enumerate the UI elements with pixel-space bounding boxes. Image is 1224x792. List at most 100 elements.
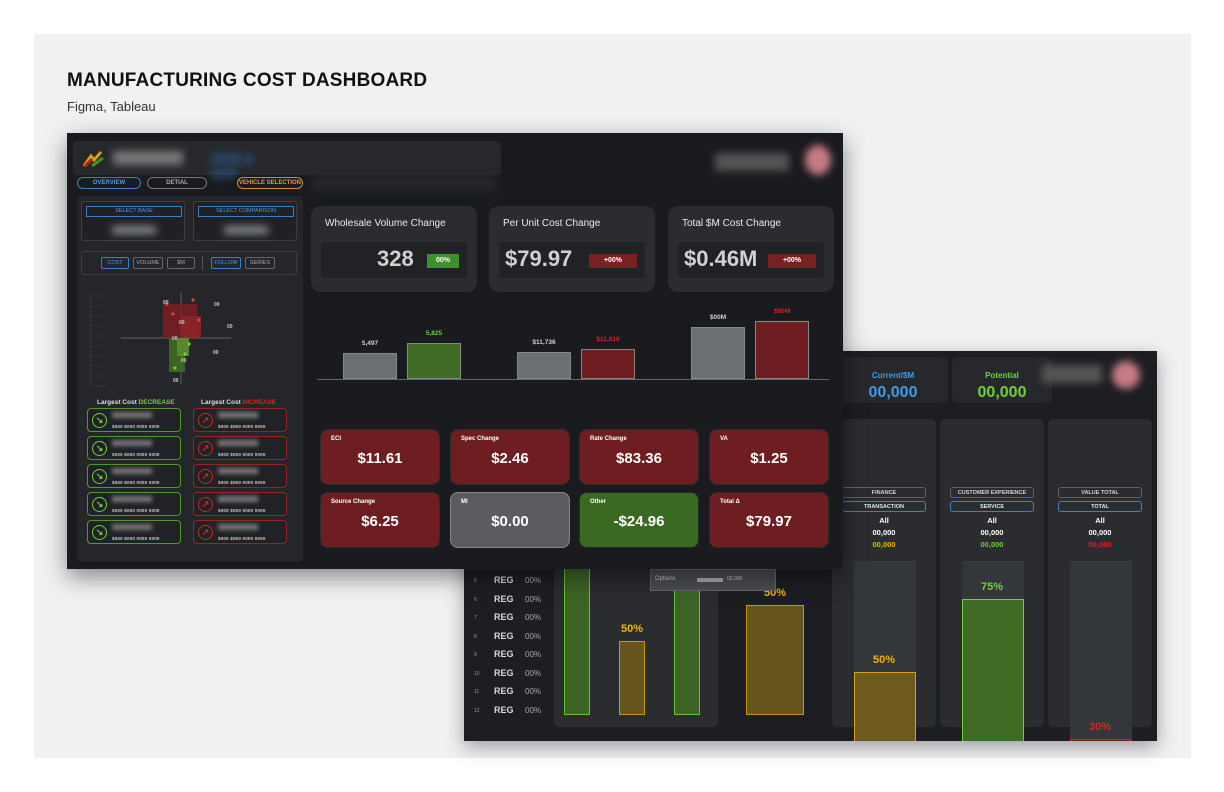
region-row-number: 9: [474, 652, 477, 658]
vehicle-selection-field[interactable]: [311, 177, 497, 189]
cost-tile[interactable]: VA $1.25: [709, 429, 829, 485]
cost-tile-title: Source Change: [331, 499, 376, 505]
increase-item-name: [218, 440, 258, 446]
category-pill[interactable]: CUSTOMER EXPERIENCE: [950, 487, 1034, 498]
region-row[interactable]: 6 REG 00%: [464, 594, 554, 608]
options-popup[interactable]: Options 00,000: [650, 569, 776, 591]
region-row[interactable]: 6 REG 00%: [464, 575, 554, 589]
region-row[interactable]: 8 REG 00%: [464, 631, 554, 645]
progress-bar: [854, 672, 916, 741]
page-subtitle: Figma, Tableau: [67, 99, 156, 114]
vehicle-selection-button[interactable]: VEHICLE SELECTION: [237, 177, 303, 189]
company-name: [113, 151, 183, 165]
kpi-current-value: 00,000: [868, 384, 918, 401]
header-user-avatar[interactable]: [711, 141, 837, 181]
cost-tile[interactable]: Source Change $6.25: [320, 492, 440, 548]
region-row-label: REG: [494, 686, 514, 696]
toggle-volume[interactable]: VOLUME: [133, 257, 163, 269]
region-row[interactable]: 10 REG 00%: [464, 668, 554, 682]
kpi-title: Per Unit Cost Change: [503, 218, 601, 229]
kpi-value: $0.46M: [684, 246, 758, 271]
region-row-number: 11: [474, 689, 480, 695]
select-comparison-button[interactable]: SELECT COMPARISON: [198, 206, 294, 217]
decrease-item-name: [112, 524, 152, 530]
region-row-number: 8: [474, 633, 477, 640]
cost-tile[interactable]: Spec Change $2.46: [450, 429, 570, 485]
comparison-bar: [517, 352, 571, 379]
tab-overview[interactable]: OVERVIEW: [77, 177, 141, 189]
decrease-card[interactable]: ↘ $000 $000 0000 0000: [87, 436, 181, 460]
increase-item-name: [218, 412, 258, 418]
subcategory-pill[interactable]: TRANSACTION: [842, 501, 926, 512]
region-row-number: 10: [474, 670, 480, 677]
region-row-percent: 00%: [525, 668, 542, 678]
toggle-follow[interactable]: FOLLOW: [211, 257, 241, 269]
region-row[interactable]: 7 REG 00%: [464, 612, 554, 626]
cost-tile[interactable]: Total Δ $79.97: [709, 492, 829, 548]
increase-card[interactable]: ↗ $000 $000 0000 0000: [193, 464, 287, 488]
decrease-item-values: $000 $000 0000 0000: [112, 424, 160, 429]
decrease-card[interactable]: ↘ $000 $000 0000 0000: [87, 464, 181, 488]
left-progress-bar: [564, 563, 590, 715]
subcategory-pill[interactable]: TOTAL: [1058, 501, 1142, 512]
cost-tile[interactable]: Other -$24.96: [579, 492, 699, 548]
increase-card[interactable]: ↗ $000 $000 0000 0000: [193, 436, 287, 460]
options-value: 00,000: [727, 576, 743, 582]
kpi-value: $79.97: [505, 246, 573, 271]
cost-tile-value: -$24.96: [613, 513, 665, 530]
arrow-up-right-icon: ↗: [198, 497, 213, 512]
kpi-potential-value: 00,000: [977, 384, 1027, 401]
decrease-card[interactable]: ↘ $000 $000 0000 0000: [87, 520, 181, 544]
decrease-card[interactable]: ↘ $000 $000 0000 0000: [87, 408, 181, 432]
category-column: CUSTOMER EXPERIENCE SERVICE All 00,000 00,00…: [940, 419, 1044, 741]
column-all-label: All: [1095, 516, 1105, 525]
comparison-bar-label: $11,736: [532, 339, 556, 346]
increase-item-values: $000 $000 0000 0000: [218, 424, 266, 429]
cost-tile-value: $6.25: [361, 513, 399, 530]
cost-tile-title: Rate Change: [590, 436, 627, 442]
region-row-percent: 00%: [525, 705, 542, 715]
progress-bar: [1070, 739, 1132, 741]
arrow-down-right-icon: ↘: [92, 441, 107, 456]
arrow-up-right-icon: ↗: [198, 413, 213, 428]
toggle-cost[interactable]: COST: [101, 257, 129, 269]
decrease-card[interactable]: ↘ $000 $000 0000 0000: [87, 492, 181, 516]
increase-item-name: [218, 496, 258, 502]
comparison-chart-axis: [317, 379, 829, 380]
left-progress-bar: [619, 641, 645, 715]
select-base-button[interactable]: SELECT BASE: [86, 206, 182, 217]
region-row[interactable]: 9 REG 00%: [464, 649, 554, 663]
user-avatar[interactable]: [1042, 355, 1152, 395]
kpi-value-box: $0.46M +00%: [678, 242, 824, 278]
subcategory-pill[interactable]: SERVICE: [950, 501, 1034, 512]
cost-tile-title: VA: [720, 436, 728, 442]
region-row[interactable]: 11 REG 00%: [464, 686, 554, 700]
increase-item-name: [218, 524, 258, 530]
region-row[interactable]: 12 REG 00%: [464, 705, 554, 719]
cost-tile[interactable]: MI $0.00: [450, 492, 570, 548]
kpi-current-label: Current/$M: [871, 371, 915, 380]
increase-card[interactable]: ↗ $000 $000 0000 0000: [193, 408, 287, 432]
category-pill[interactable]: FINANCE: [842, 487, 926, 498]
left-progress-label: 50%: [620, 623, 644, 635]
toggle-series[interactable]: SERIES: [245, 257, 275, 269]
filter-panel: SELECT BASE SELECT COMPARISON COST VOLUM…: [77, 196, 303, 562]
category-pill[interactable]: VALUE TOTAL: [1058, 487, 1142, 498]
region-row-percent: 00%: [525, 613, 542, 622]
comparison-bar: [755, 321, 809, 379]
increase-card[interactable]: ↗ $000 $000 0000 0000: [193, 520, 287, 544]
region-row-label: REG: [494, 704, 514, 715]
kpi-current: Current/$M 00,000: [838, 357, 948, 403]
options-label: Options: [655, 576, 676, 582]
comparison-bar: [343, 353, 397, 379]
cost-tile[interactable]: Rate Change $83.36: [579, 429, 699, 485]
tab-detail[interactable]: DETIAL: [147, 177, 207, 189]
main-dashboard-screen: HCM & EGF OVERVIEW DETIAL VEHICLE SELECT…: [67, 133, 843, 569]
toggle-sm[interactable]: $M: [167, 257, 195, 269]
cost-tile[interactable]: ECI $11.61: [320, 429, 440, 485]
increase-card[interactable]: ↗ $000 $000 0000 0000: [193, 492, 287, 516]
comparison-bar-label: $00M: [709, 314, 727, 321]
cost-tile-title: Spec Change: [461, 436, 500, 442]
arrow-down-right-icon: ↘: [92, 497, 107, 512]
select-base-value: [112, 226, 156, 234]
